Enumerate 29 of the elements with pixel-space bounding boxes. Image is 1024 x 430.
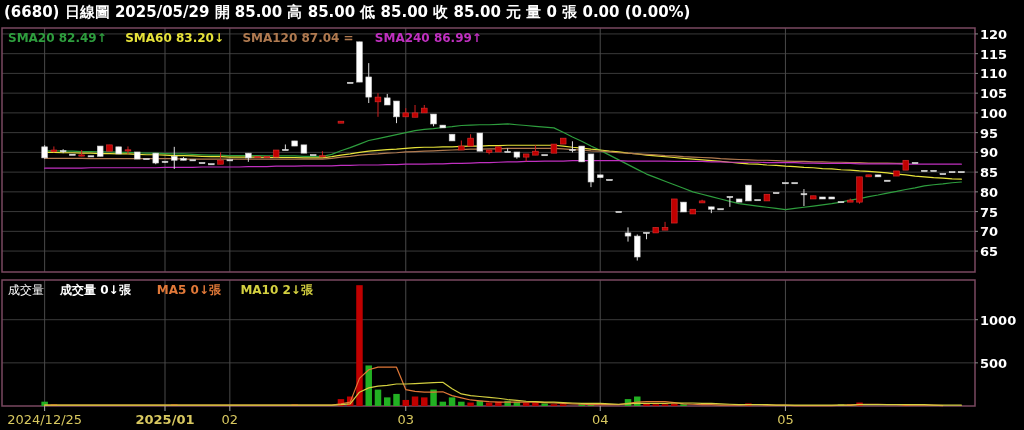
text: SMA60 83.20↓ xyxy=(125,31,224,45)
x-tick-label: 2025/01 xyxy=(135,412,195,427)
y-tick-label: 115 xyxy=(980,46,1008,62)
x-tick-label: 03 xyxy=(397,412,415,427)
y-tick-label: 70 xyxy=(980,224,999,240)
x-tick-label: 2024/12/25 xyxy=(7,412,83,427)
y-tick-label: 120 xyxy=(980,26,1008,42)
y-tick-label: 100 xyxy=(980,105,1008,121)
text: SMA20 82.49↑ xyxy=(8,31,107,45)
y-tick-label: 105 xyxy=(980,86,1008,102)
y-tick-label: 85 xyxy=(980,165,999,181)
chart-title: 成交量 xyxy=(8,283,44,297)
y-tick-label: 110 xyxy=(980,66,1008,82)
text: SMA120 87.04 = xyxy=(242,31,354,45)
text: MA10 2↓張 xyxy=(240,283,314,297)
y-tick-label: 90 xyxy=(980,145,999,161)
y-tick-label: 65 xyxy=(980,244,999,260)
x-tick-label: 05 xyxy=(777,412,794,427)
y-tick-label: 75 xyxy=(980,204,999,220)
x-tick-label: 02 xyxy=(221,412,239,427)
text: SMA240 86.99↑ xyxy=(374,31,482,45)
text: MA5 0↓張 xyxy=(156,283,222,297)
y-tick-label: 95 xyxy=(980,125,999,141)
y-tick-label: 1000 xyxy=(980,312,1017,328)
x-tick-label: 04 xyxy=(591,412,609,427)
y-tick-label: 80 xyxy=(980,184,999,200)
chart-title: (6680) 日線圖 2025/05/29 開 85.00 高 85.00 低 85.00 收 85.00 元 量 0 張 0.00 (0.00%) xyxy=(4,3,691,21)
annotation: 成交量 0↓張 xyxy=(59,283,132,297)
y-tick-label: 500 xyxy=(980,355,1008,371)
